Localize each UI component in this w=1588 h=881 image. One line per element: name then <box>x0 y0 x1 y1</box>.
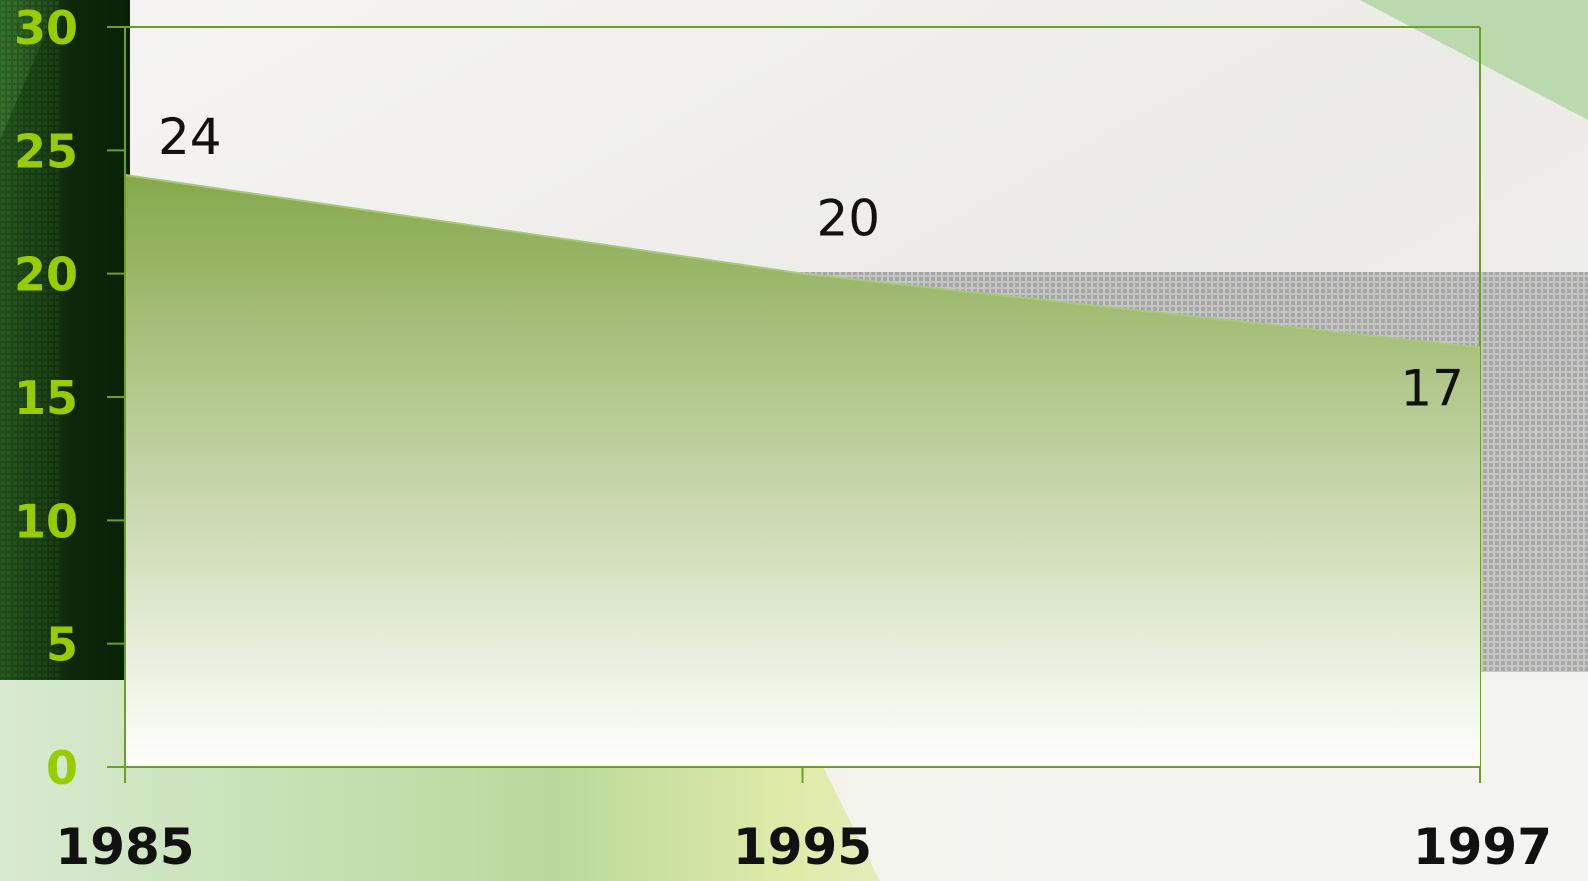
x-tick-label: 1997 <box>1413 818 1552 876</box>
y-tick-label: 0 <box>46 741 78 795</box>
y-tick-label: 20 <box>14 248 78 302</box>
y-tick-label: 10 <box>14 494 78 548</box>
y-tick-label: 5 <box>46 618 78 672</box>
data-label: 17 <box>1400 360 1464 418</box>
y-tick-label: 15 <box>14 371 78 425</box>
area-series <box>124 174 1481 767</box>
y-tick-label: 25 <box>14 124 78 178</box>
x-tick-label: 1985 <box>55 818 194 876</box>
x-tick-label: 1995 <box>733 818 872 876</box>
y-axis-ticks: 0 5 10 15 20 25 30 <box>14 1 125 795</box>
x-axis-ticks: 1985 1995 1997 <box>55 767 1552 876</box>
area-fill <box>125 175 1480 767</box>
data-labels: 24 20 17 <box>158 108 1464 418</box>
data-label: 20 <box>817 190 881 248</box>
y-tick-label: 30 <box>14 1 78 55</box>
data-label: 24 <box>158 108 222 166</box>
